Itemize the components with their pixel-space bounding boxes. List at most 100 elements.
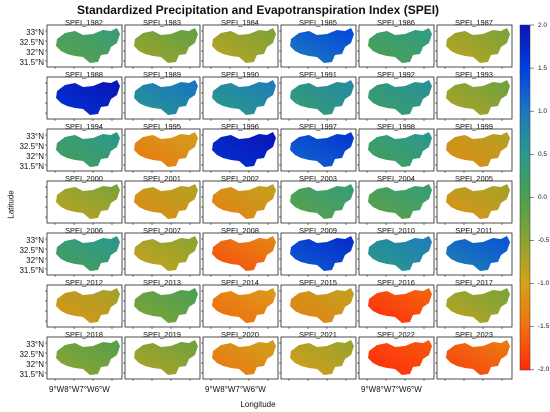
lon-ticks-col-5: 9°W8°W7°W6°W: [361, 385, 422, 394]
map-panel: [357, 336, 435, 381]
colorbar-tick: 0.5: [538, 151, 548, 158]
map-panel: [435, 180, 513, 225]
spei-region: [134, 80, 198, 115]
map-panel: [279, 284, 357, 329]
map-panel: [201, 128, 279, 173]
spei-region: [56, 80, 120, 115]
spei-region: [290, 132, 354, 167]
map-panel: [435, 24, 513, 69]
panel-title: SPEI_1999: [455, 122, 493, 131]
panel-title: SPEI_2000: [65, 174, 103, 183]
panel-title: SPEI_1986: [377, 18, 415, 27]
spei-region: [446, 28, 510, 63]
colorbar-tick: 0.0: [538, 194, 548, 201]
panel-title: SPEI_2023: [455, 330, 493, 339]
lat-tick-31-5: 31.5°N: [19, 266, 44, 275]
panel-title: SPEI_2014: [221, 278, 259, 287]
map-panel: [357, 180, 435, 225]
colorbar: [519, 24, 531, 371]
map-panel: [357, 284, 435, 329]
spei-region: [290, 340, 354, 375]
panel-title: SPEI_2018: [65, 330, 103, 339]
figure-title: Standardized Precipitation and Evapotran…: [76, 3, 440, 17]
spei-region: [212, 340, 276, 375]
map-panel: [435, 232, 513, 277]
spei-region: [56, 236, 120, 271]
map-panel: [45, 284, 123, 329]
spei-region: [56, 184, 120, 219]
map-panel: [435, 336, 513, 381]
map-panel: [201, 24, 279, 69]
panel-title: SPEI_2012: [65, 278, 103, 287]
map-panel: [435, 284, 513, 329]
panel-title: SPEI_2019: [143, 330, 181, 339]
lat-tick-31-5: 31.5°N: [19, 370, 44, 379]
panel-title: SPEI_2003: [299, 174, 337, 183]
spei-region: [368, 340, 432, 375]
panel-title: SPEI_1997: [299, 122, 337, 131]
map-panel: [123, 24, 201, 69]
spei-region: [56, 132, 120, 167]
x-axis-label: Longitude: [240, 400, 276, 409]
lat-tick-31-5: 31.5°N: [19, 58, 44, 67]
panel-title: SPEI_1991: [299, 70, 337, 79]
panel-title: SPEI_1992: [377, 70, 415, 79]
panel-title: SPEI_1995: [143, 122, 181, 131]
spei-region: [212, 288, 276, 323]
spei-region: [446, 288, 510, 323]
panel-title: SPEI_1990: [221, 70, 259, 79]
spei-region: [368, 28, 432, 63]
map-panel: [123, 128, 201, 173]
panel-title: SPEI_1994: [65, 122, 103, 131]
panel-title: SPEI_1989: [143, 70, 181, 79]
spei-region: [290, 28, 354, 63]
panel-title: SPEI_1993: [455, 70, 493, 79]
spei-region: [212, 132, 276, 167]
spei-region: [134, 28, 198, 63]
map-panel: [279, 336, 357, 381]
colorbar-tick: -2.0: [538, 366, 550, 373]
map-panel: [201, 180, 279, 225]
spei-region: [290, 184, 354, 219]
panel-title: SPEI_2016: [377, 278, 415, 287]
map-panel: [45, 76, 123, 121]
spei-region: [368, 236, 432, 271]
map-panel: [435, 76, 513, 121]
panel-title: SPEI_2011: [455, 226, 493, 235]
panel-title: SPEI_2006: [65, 226, 103, 235]
spei-region: [134, 288, 198, 323]
spei-region: [56, 28, 120, 63]
map-panel: [201, 76, 279, 121]
spei-region: [290, 288, 354, 323]
map-panel: [123, 284, 201, 329]
spei-region: [134, 340, 198, 375]
map-panel: [45, 336, 123, 381]
panel-title: SPEI_2001: [143, 174, 181, 183]
map-panel: [357, 232, 435, 277]
panel-title: SPEI_2017: [455, 278, 493, 287]
map-panel: [435, 128, 513, 173]
panel-title: SPEI_2010: [377, 226, 415, 235]
spei-region: [56, 288, 120, 323]
lat-tick-32: 32°N: [26, 152, 44, 161]
lat-tick-32-5: 32.5°N: [19, 246, 44, 255]
map-panel: [357, 24, 435, 69]
map-panel: [279, 76, 357, 121]
map-panel: [45, 128, 123, 173]
panel-title: SPEI_1996: [221, 122, 259, 131]
lat-tick-33: 33°N: [26, 340, 44, 349]
map-panel: [201, 284, 279, 329]
spei-region: [368, 288, 432, 323]
panel-title: SPEI_2013: [143, 278, 181, 287]
spei-region: [290, 236, 354, 271]
lat-tick-32: 32°N: [26, 360, 44, 369]
panel-title: SPEI_2008: [221, 226, 259, 235]
lon-ticks-col-1: 9°W8°W7°W6°W: [49, 385, 110, 394]
spei-region: [134, 132, 198, 167]
map-panel: [279, 180, 357, 225]
panel-title: SPEI_1984: [221, 18, 259, 27]
panel-title: SPEI_2004: [377, 174, 415, 183]
lat-tick-32-5: 32.5°N: [19, 38, 44, 47]
